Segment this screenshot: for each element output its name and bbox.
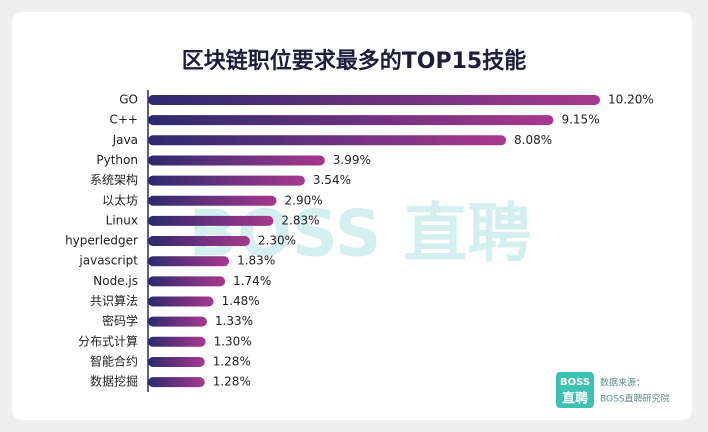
value-label: 1.28%	[213, 354, 251, 368]
category-label: 以太坊	[102, 192, 138, 207]
logo-text: 直聘	[562, 391, 588, 407]
source-text: BOSS直聘研究院	[600, 393, 670, 405]
bar	[148, 95, 600, 105]
value-label: 2.90%	[285, 193, 323, 207]
category-label: Node.js	[93, 274, 138, 288]
bar	[148, 195, 277, 206]
category-label: GO	[119, 93, 138, 107]
bar	[148, 175, 305, 186]
category-label: Python	[96, 153, 138, 167]
bar	[148, 115, 554, 126]
bar	[148, 276, 226, 287]
value-label: 9.15%	[561, 113, 599, 127]
category-label: Java	[112, 133, 138, 147]
value-label: 10.20%	[608, 93, 654, 107]
value-label: 3.54%	[313, 173, 351, 187]
bar	[148, 256, 230, 267]
bar	[148, 377, 205, 388]
category-label: hyperledger	[65, 234, 138, 248]
category-label: 共识算法	[90, 293, 138, 308]
value-label: 1.83%	[237, 254, 275, 268]
bar	[148, 135, 507, 146]
watermark: BOSS 直聘	[189, 198, 532, 272]
bar	[148, 336, 206, 347]
bar	[148, 296, 214, 307]
category-label: 密码学	[102, 313, 138, 328]
bar	[148, 356, 205, 367]
category-label: 数据挖掘	[90, 374, 138, 389]
value-label: 1.74%	[233, 274, 271, 288]
value-label: 1.30%	[214, 334, 252, 348]
logo-box	[556, 372, 594, 408]
category-label: C++	[110, 113, 139, 127]
category-label: Linux	[106, 213, 138, 227]
category-label: 智能合约	[90, 353, 138, 368]
value-label: 1.28%	[213, 375, 251, 389]
bar	[148, 215, 274, 226]
bar	[148, 316, 207, 327]
source-text: 数据来源：	[600, 377, 645, 389]
category-label: 分布式计算	[78, 333, 138, 348]
value-label: 1.33%	[215, 314, 253, 328]
chart-title: 区块链职位要求最多的TOP15技能	[182, 48, 526, 74]
value-label: 8.08%	[514, 133, 552, 147]
category-label: javascript	[78, 254, 138, 268]
bar	[148, 155, 325, 166]
value-label: 2.30%	[258, 234, 296, 248]
value-label: 3.99%	[333, 153, 371, 167]
bar	[148, 236, 250, 247]
category-label: 系统架构	[90, 172, 138, 187]
logo-text: BOSS	[560, 377, 590, 388]
value-label: 1.48%	[222, 294, 260, 308]
value-label: 2.83%	[281, 213, 319, 227]
